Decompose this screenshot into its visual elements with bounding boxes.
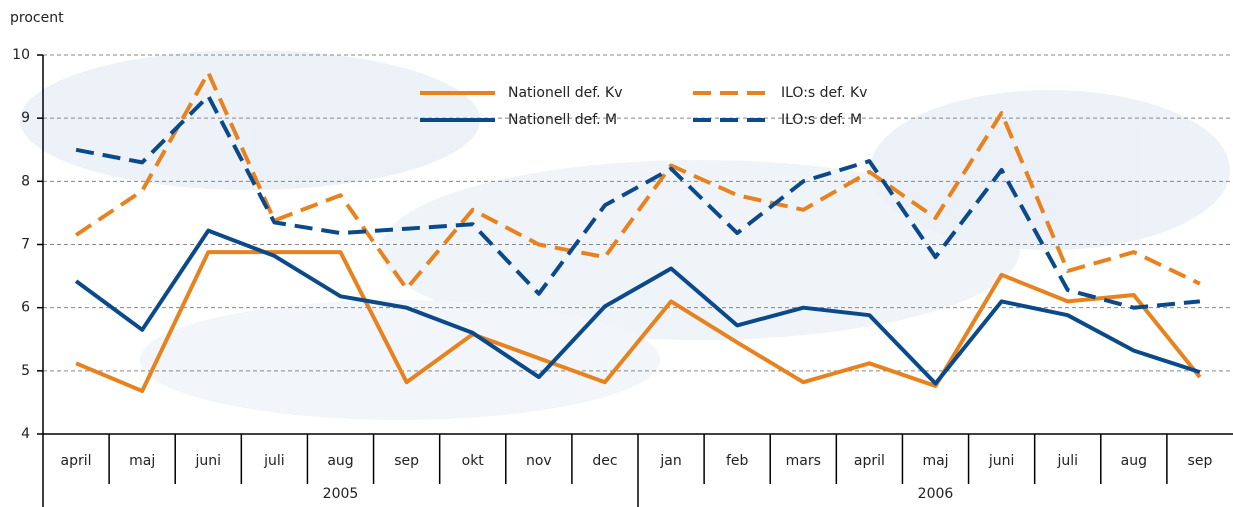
x-tick-label: dec [592, 453, 617, 469]
x-tick-label: nov [526, 453, 552, 469]
x-tick-label: april [61, 453, 92, 469]
y-tick-label: 5 [21, 363, 30, 379]
x-tick-label: maj [922, 453, 948, 469]
x-tick-label: feb [726, 453, 749, 469]
x-tick-label: mars [786, 453, 821, 469]
x-tick-label: maj [129, 453, 155, 469]
legend-label: Nationell def. Kv [508, 85, 623, 101]
x-tick-label: jan [659, 453, 681, 469]
year-label: 2005 [323, 486, 359, 502]
x-tick-label: juli [1056, 453, 1078, 469]
y-tick-label: 8 [21, 173, 30, 189]
x-tick-label: april [854, 453, 885, 469]
x-tick-label: juni [988, 453, 1015, 469]
legend-label: Nationell def. M [508, 112, 617, 128]
x-tick-label: aug [327, 453, 353, 469]
year-label: 2006 [918, 486, 954, 502]
x-tick-label: aug [1121, 453, 1147, 469]
y-tick-label: 9 [21, 110, 30, 126]
legend-label: ILO:s def. M [781, 112, 862, 128]
x-tick-label: sep [394, 453, 419, 469]
legend-label: ILO:s def. Kv [781, 85, 867, 101]
x-tick-label: juli [263, 453, 285, 469]
y-axis-label: procent [10, 10, 64, 26]
y-tick-label: 7 [21, 237, 30, 253]
y-tick-label: 6 [21, 300, 30, 316]
x-tick-label: okt [462, 453, 485, 469]
x-tick-label: juni [195, 453, 222, 469]
chart: procent 4 5 6 7 8 9 10 april maj juni juli aug sep ok… [0, 0, 1233, 507]
y-tick-label: 4 [21, 426, 30, 442]
x-tick-label: sep [1188, 453, 1213, 469]
y-tick-label: 10 [12, 47, 30, 63]
